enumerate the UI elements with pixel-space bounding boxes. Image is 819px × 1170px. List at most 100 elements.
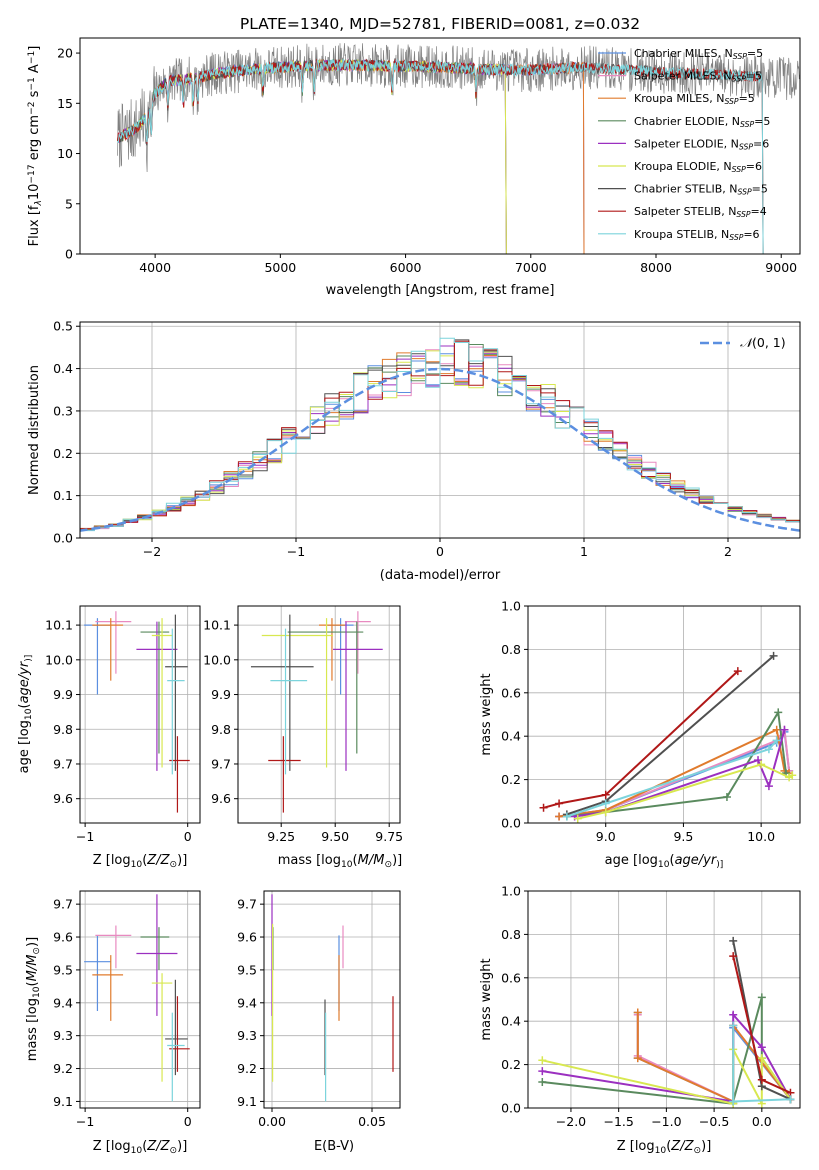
errorbar-chabrier-stelib [250,614,314,771]
y-tick-label: 9.4 [53,995,73,1010]
legend-label: Salpeter ELODIE, NSSP=6 [634,137,769,151]
x-tick-label: 1 [580,544,588,559]
legend-label-part: SSP [738,188,752,197]
grid [238,606,400,823]
errorbar-salpeter-elodie [136,894,178,1016]
x-axis-label-part: Z [log [93,853,131,868]
y-tick-label: 9.8 [211,722,231,737]
y-tick-label: 0.2 [53,446,73,461]
legend-label-part: =4 [751,205,767,218]
y-axis-label-part: −2 [27,102,37,115]
plot-area [80,606,200,823]
axes-frame [527,890,801,1109]
legend-label: Salpeter MILES, NSSP=5 [634,70,762,84]
plot-area [264,891,400,1108]
legend-label: Kroupa STELIB, NSSP=6 [634,228,760,242]
x-tick-label: −1 [287,544,305,559]
model-line-salpeter-stelib [117,58,764,254]
y-tick-label: 10.1 [45,618,73,633]
x-tick-label: 9000 [765,260,797,275]
x-axis-label: E(B-V) [314,1139,354,1154]
point-marker [757,1075,766,1084]
plot-area [117,43,800,254]
y-axis-label: Flux [fλ10−17 erg cm−2 s−1 A−1] [27,46,44,247]
x-axis-label-part: 10 [131,1146,143,1156]
y-tick-label: 10 [57,146,73,161]
chart-age_vs_mass: 9.25 9.50 9.75 9.6 9.7 9.8 9.9 10.0 10.1 mass [lo… [203,605,403,870]
legend-label: Chabrier ELODIE, NSSP=5 [634,115,770,129]
series-line [566,739,778,818]
plot-area [528,606,800,823]
model-line-kroupa-stelib [117,58,764,254]
x-axis-label: age [log10(age/yr)] [605,853,724,870]
legend-label-part: Kroupa MILES, N [634,92,724,105]
axes-frame [79,321,801,539]
y-tick-label: 20 [57,46,73,61]
x-axis-label-part: )] [716,860,723,870]
x-axis-label-part: 10 [658,860,670,870]
model-line-chabrier-elodie [117,59,507,254]
y-axis-label-part: λ [34,200,44,206]
ticks: −1 0 9.6 9.7 9.8 9.9 10.0 10.1 [45,618,192,844]
spectrum-data-line [117,43,800,173]
legend-label-part: Chabrier STELIB, N [634,183,738,196]
x-tick-label: 9.0 [596,829,616,844]
point-marker [538,1067,547,1076]
point-marker [555,812,564,821]
y-tick-label: 0.4 [53,361,73,376]
legend-label-part: Salpeter STELIB, N [634,205,736,218]
point-marker [757,760,766,769]
errorbar-kroupa-elodie [151,618,173,768]
x-axis-label-part: )] [392,853,402,868]
errorbar-kroupa-stelib [167,1012,185,1102]
x-axis-label-part: ⊙ [384,860,392,870]
ticks: 9.0 9.5 10.0 0.0 0.2 0.4 0.6 0.8 1.0 [501,599,775,845]
legend-label: Salpeter STELIB, NSSP=4 [634,205,767,219]
x-axis-label: Z [log10(Z/Z⊙)] [93,1139,188,1156]
x-tick-label: −1 [76,829,94,844]
series-line [543,670,739,809]
chart-age_vs_Z: −1 09.69.79.89.910.010.1Z [log10(Z/Z⊙)]ag… [17,605,201,870]
x-axis-label-part: ⊙ [694,1146,702,1156]
point-marker [722,792,731,801]
point-marker [769,651,778,660]
x-tick-label: 9.75 [375,829,403,844]
y-tick-label: 15 [57,96,73,111]
point-marker [555,799,564,808]
legend-label-part: Kroupa STELIB, N [634,228,729,241]
y-axis-label-part: Flux [f [27,205,42,246]
y-axis-label-part: ( [17,703,32,708]
y-tick-label: 9.1 [237,1094,257,1109]
errorbar-chabrier-miles [84,935,111,1012]
point-marker [538,1056,547,1065]
model-line-kroupa-elodie [117,58,507,254]
x-tick-label: 9.50 [321,829,349,844]
point-marker [729,1010,738,1019]
errorbar-salpeter-elodie [333,621,383,771]
x-axis-label-part: 10 [131,860,143,870]
point-marker [754,756,763,765]
ticks: −2 −1 0 1 2 0.0 0.1 0.2 0.3 0.4 0.5 [53,319,732,559]
plot-area [528,891,800,1108]
x-axis-label-part: ( [142,853,147,868]
chart-mass_vs_ebv: 0.00 0.05 9.1 9.2 9.3 9.4 9.5 9.6 9.7 E(B-V) [237,890,401,1154]
y-tick-label: 9.1 [53,1094,73,1109]
x-axis-label-part: M/M [358,853,385,868]
gaussian-curve [80,367,800,532]
point-marker [774,708,783,717]
figure-title: PLATE=1340, MJD=52781, FIBERID=0081, z=0… [240,15,640,33]
y-tick-label: 0.6 [501,970,521,985]
y-axis-label: age [log10(age/yr)] [17,655,34,774]
y-axis-label-part: 10 [24,708,34,720]
y-tick-label: 9.8 [53,722,73,737]
series-salpeter-stelib [539,667,742,812]
x-tick-label: 8000 [640,260,672,275]
chart-weight_vs_Z: −2.0 −1.5 −1.0 −0.5 0.0 0.0 0.2 0.4 0.6 0.8 1.0 Z [… [479,884,801,1156]
x-axis-label-part: age/yr [675,853,718,868]
point-marker [764,745,773,754]
y-axis-label: Normed distribution [27,365,42,495]
legend-label: 𝒩(0, 1) [740,335,786,350]
y-tick-label: 0.8 [501,642,521,657]
x-axis-label-part: Z [log [93,1139,131,1154]
y-tick-label: 9.6 [53,930,73,945]
